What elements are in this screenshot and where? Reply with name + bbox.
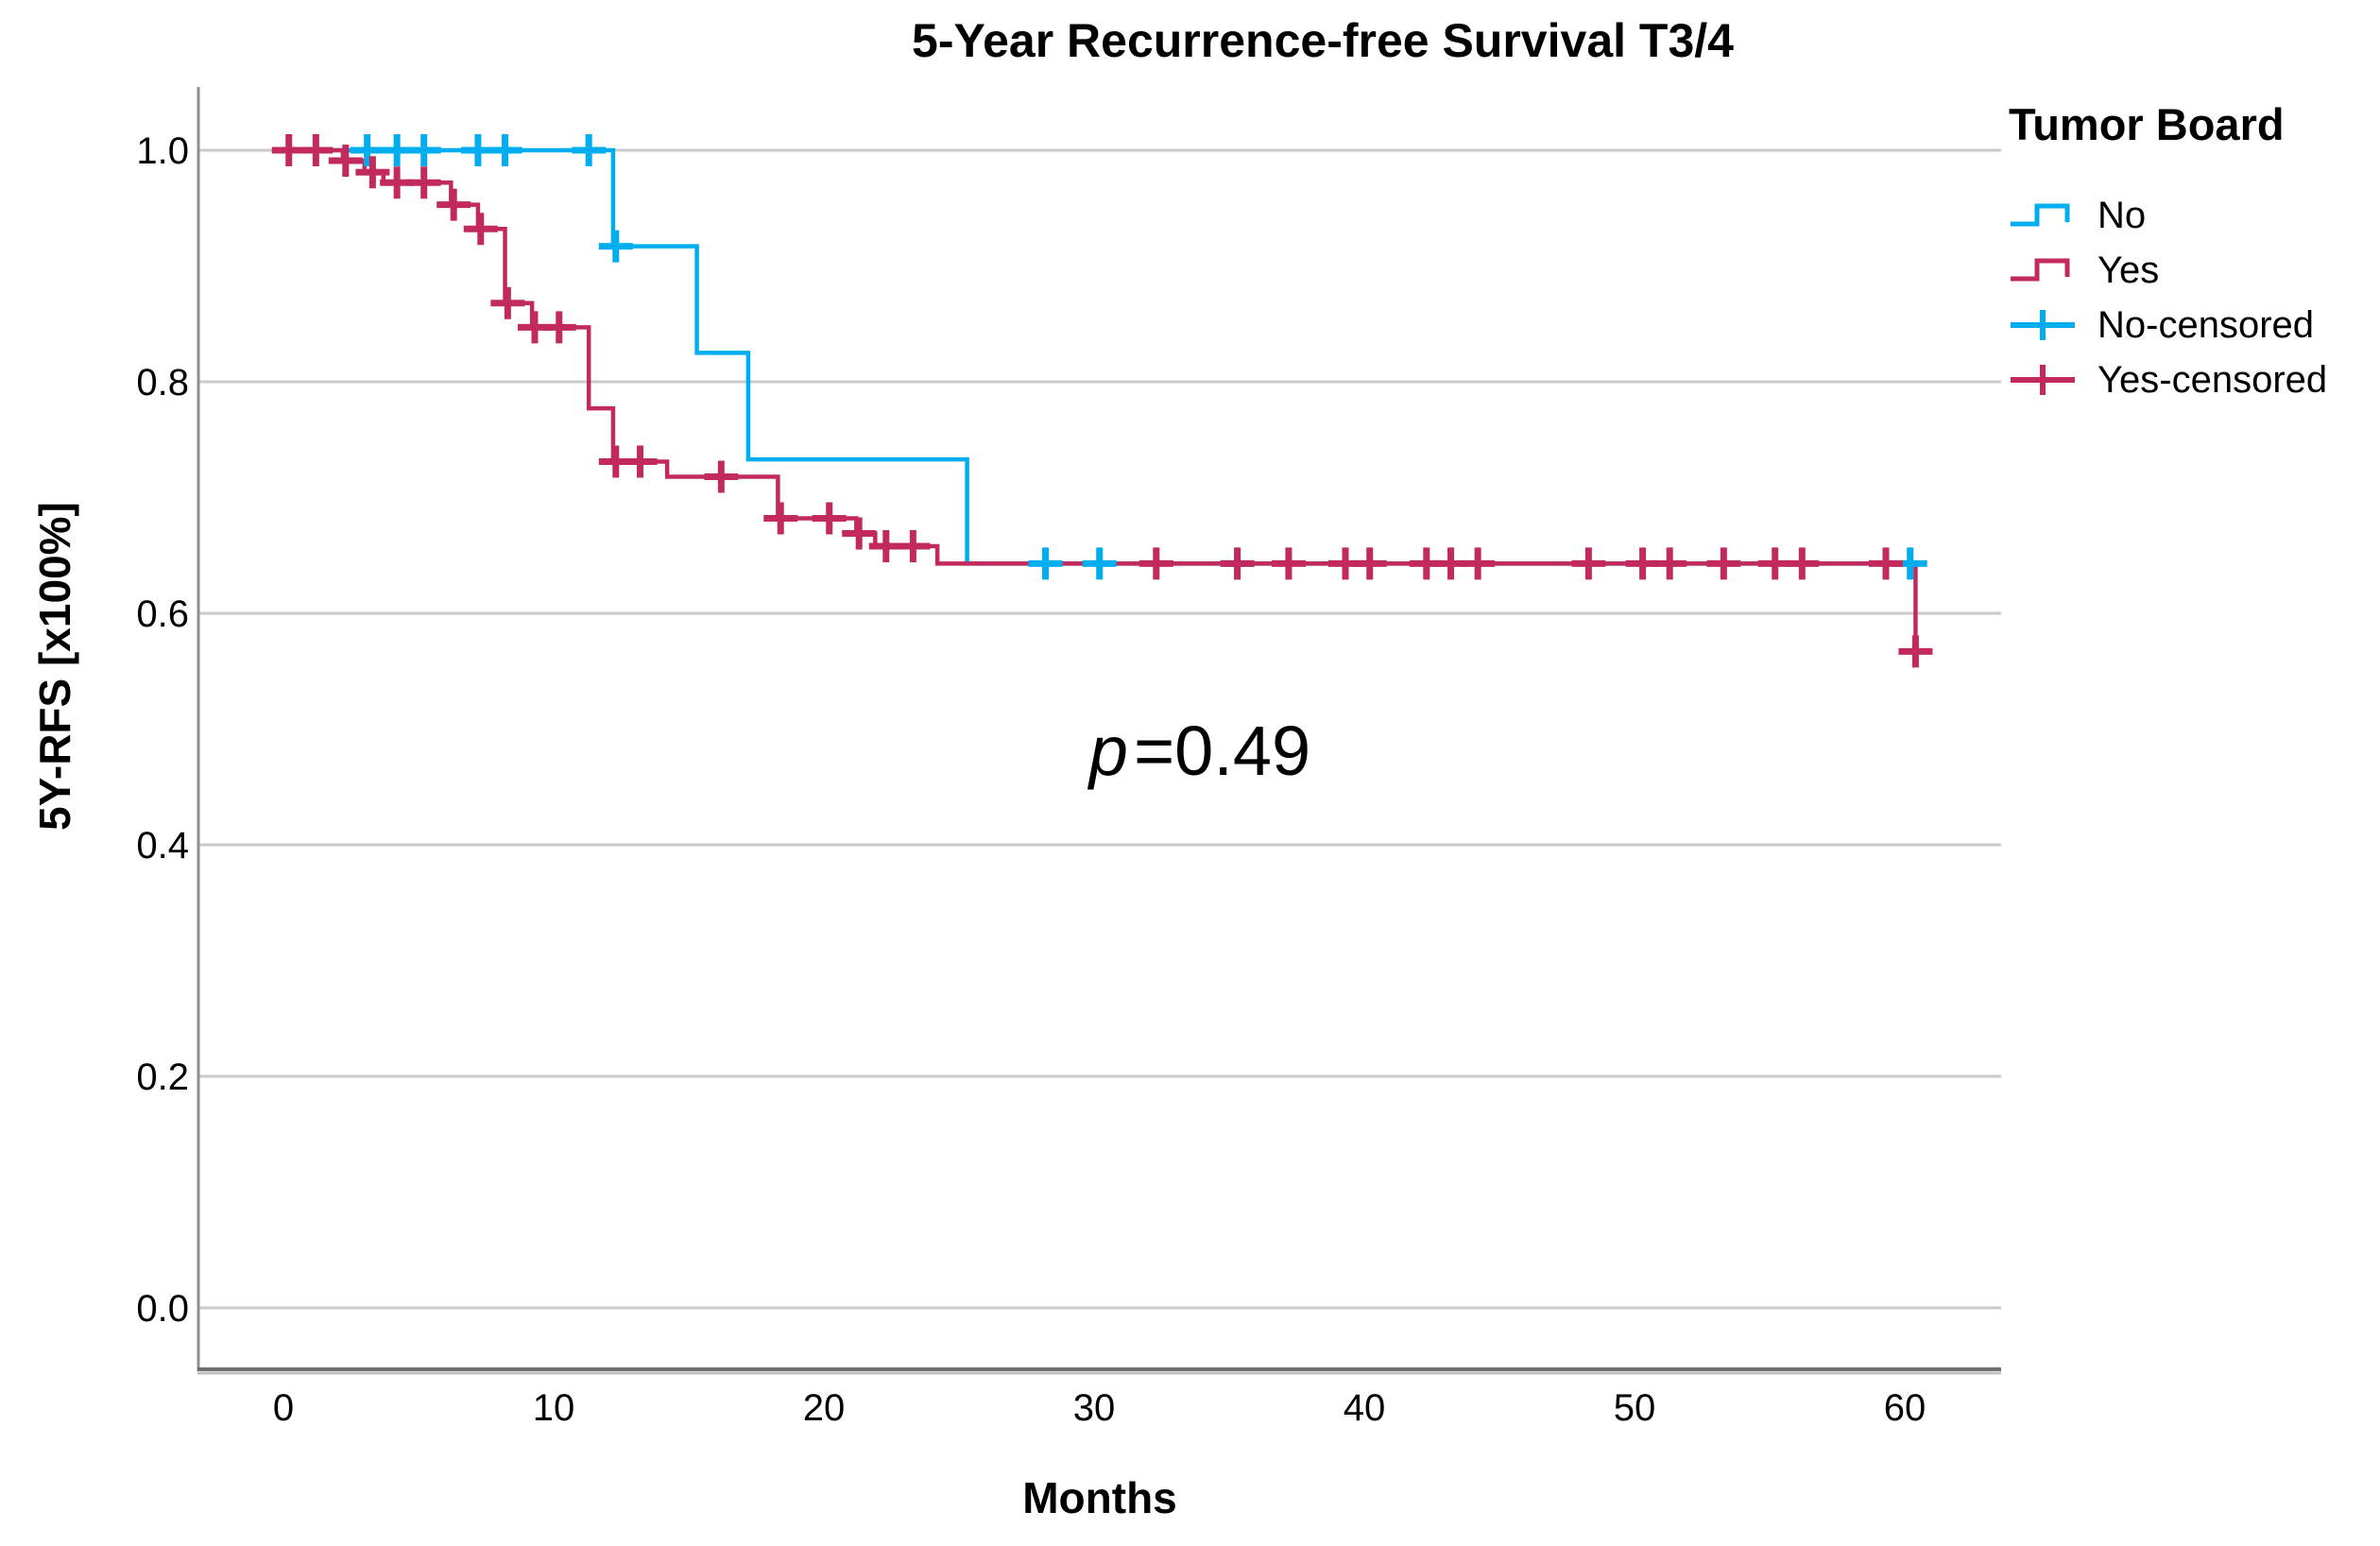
y-tick-label: 0.4 — [136, 825, 189, 867]
x-tick-label: 0 — [273, 1387, 294, 1429]
yes-censored-icon — [2011, 365, 2075, 395]
legend-label: Yes — [2097, 249, 2160, 291]
y-tick-label: 0.2 — [136, 1056, 189, 1098]
y-tick-label: 1.0 — [136, 130, 189, 172]
x-axis-title: Months — [1022, 1473, 1177, 1522]
p-value-annotation: p=0.49 — [1002, 711, 1398, 791]
x-tick-label: 50 — [1614, 1387, 1656, 1429]
y-tick-label: 0.6 — [136, 593, 189, 635]
chart-title: 5-Year Recurrence-free Survival T3/4 — [912, 14, 1734, 67]
legend-label: No — [2097, 194, 2147, 236]
x-tick-label: 40 — [1344, 1387, 1386, 1429]
legend-entry-no: No — [2009, 188, 2379, 243]
legend-label: Yes-censored — [2097, 358, 2328, 401]
legend-entry-yes-censored: Yes-censored — [2009, 352, 2379, 407]
no-line-icon — [2011, 203, 2070, 227]
x-tick-label: 60 — [1884, 1387, 1926, 1429]
x-tick-label: 10 — [533, 1387, 575, 1429]
y-tick-label: 0.8 — [136, 362, 189, 404]
legend-entry-no-censored: No-censored — [2009, 298, 2379, 352]
legend: Tumor Board No Yes No-censored Yes-censored — [2009, 98, 2379, 407]
x-tick-label: 20 — [803, 1387, 846, 1429]
y-axis-title: 5Y-RFS [x100%] — [30, 502, 79, 831]
x-tick-label: 30 — [1073, 1387, 1116, 1429]
legend-label: No-censored — [2097, 303, 2315, 346]
no-censored-icon — [2011, 310, 2075, 340]
legend-entry-yes: Yes — [2009, 243, 2379, 298]
no-curve — [283, 147, 1913, 566]
legend-title: Tumor Board — [2009, 99, 2285, 149]
y-tick-label: 0.0 — [136, 1288, 189, 1330]
legend-entries: No Yes No-censored Yes-censored — [2009, 188, 2379, 407]
p-symbol: p — [1088, 712, 1128, 790]
p-value: =0.49 — [1133, 712, 1311, 790]
yes-line-icon — [2011, 258, 2070, 282]
